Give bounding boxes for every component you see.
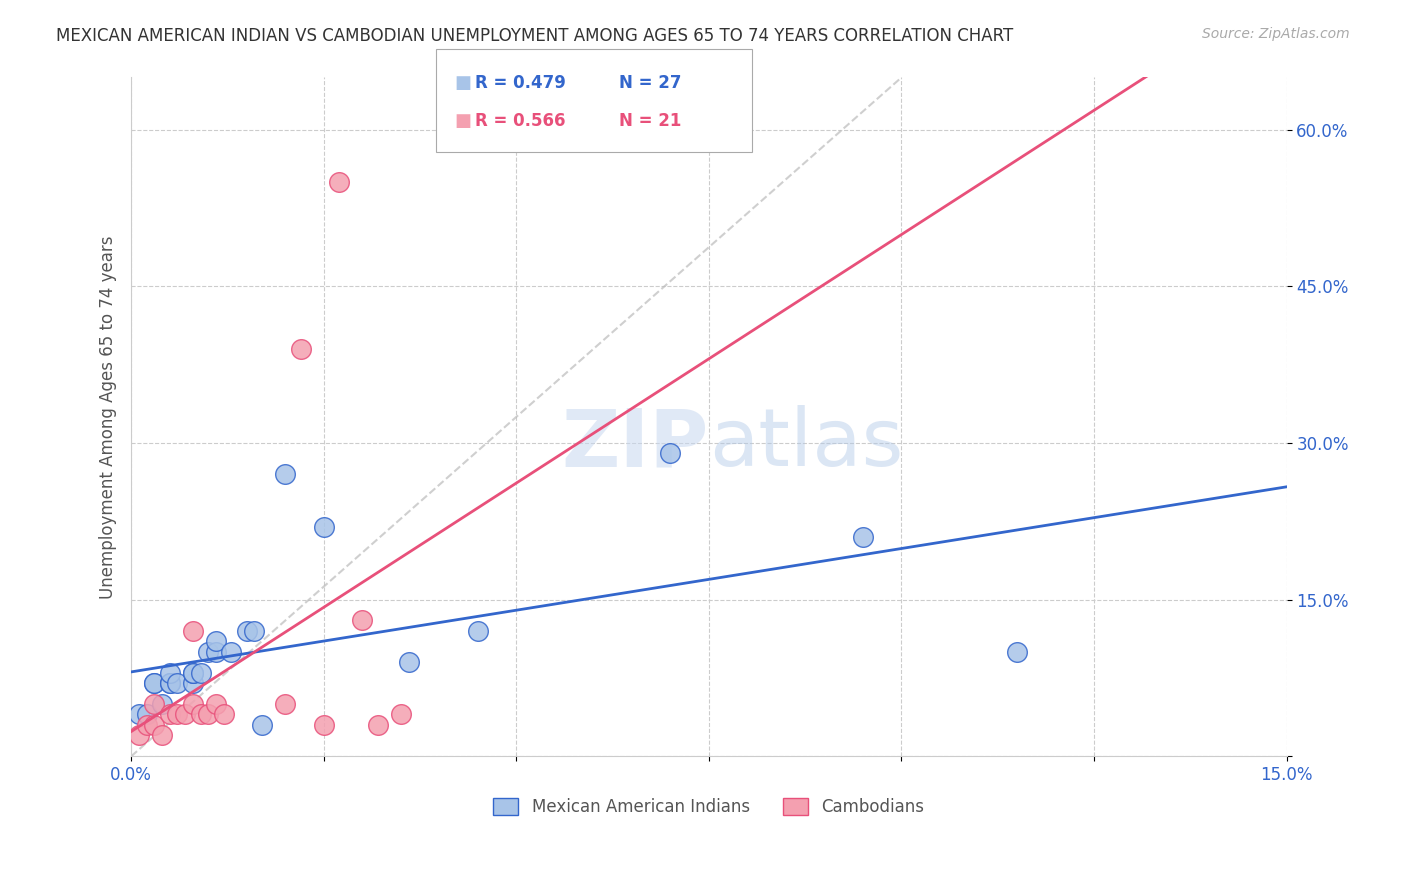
Point (367, 718, 389, 732)
Point (205, 634, 228, 648)
Point (181, 676, 204, 690)
Text: N = 21: N = 21 (619, 112, 681, 130)
Point (205, 645, 228, 659)
Point (159, 665, 181, 680)
Point (135, 707, 157, 722)
Point (398, 655, 420, 669)
Point (166, 707, 188, 722)
Y-axis label: Unemployment Among Ages 65 to 74 years: Unemployment Among Ages 65 to 74 years (100, 235, 117, 599)
Point (221, 645, 243, 659)
Point (150, 728, 173, 742)
Point (197, 707, 219, 722)
Point (312, 519, 335, 533)
Text: ZIP: ZIP (561, 405, 709, 483)
Point (128, 707, 150, 722)
Point (190, 707, 212, 722)
Text: ■: ■ (454, 112, 471, 130)
Text: atlas: atlas (709, 405, 903, 483)
Point (852, 530, 875, 544)
Point (212, 707, 235, 722)
Point (243, 624, 266, 638)
Point (290, 342, 312, 356)
Point (328, 175, 350, 189)
Point (274, 467, 297, 482)
Point (143, 718, 166, 732)
Point (150, 697, 173, 711)
Point (143, 697, 166, 711)
Point (135, 718, 157, 732)
Point (181, 624, 204, 638)
Point (205, 697, 228, 711)
Text: MEXICAN AMERICAN INDIAN VS CAMBODIAN UNEMPLOYMENT AMONG AGES 65 TO 74 YEARS CORR: MEXICAN AMERICAN INDIAN VS CAMBODIAN UNE… (56, 27, 1014, 45)
Text: R = 0.479: R = 0.479 (475, 75, 567, 93)
Point (312, 718, 335, 732)
Point (467, 624, 489, 638)
Point (181, 665, 204, 680)
Point (128, 728, 150, 742)
Point (174, 707, 197, 722)
Text: N = 27: N = 27 (619, 75, 681, 93)
Text: ■: ■ (454, 75, 471, 93)
Point (389, 707, 412, 722)
Point (659, 446, 682, 460)
Text: R = 0.566: R = 0.566 (475, 112, 565, 130)
Point (159, 676, 181, 690)
Point (1005, 645, 1028, 659)
Legend: Mexican American Indians, Cambodians: Mexican American Indians, Cambodians (486, 791, 931, 822)
Point (274, 697, 297, 711)
Point (159, 676, 181, 690)
Point (197, 645, 219, 659)
Point (143, 676, 166, 690)
Point (181, 665, 204, 680)
Point (190, 665, 212, 680)
Point (143, 676, 166, 690)
Point (352, 614, 374, 628)
Text: Source: ZipAtlas.com: Source: ZipAtlas.com (1202, 27, 1350, 41)
Point (250, 718, 273, 732)
Point (181, 697, 204, 711)
Point (159, 707, 181, 722)
Point (166, 676, 188, 690)
Point (236, 624, 259, 638)
